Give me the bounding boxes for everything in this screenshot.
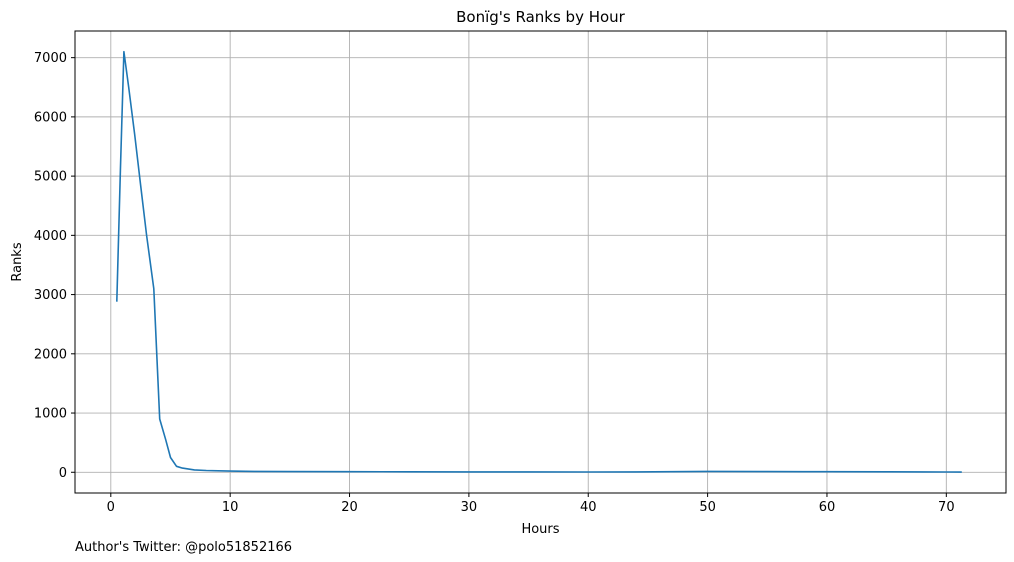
y-tick-label: 5000 (34, 170, 67, 185)
y-axis-ticks: 0 1000 2000 3000 4000 5000 6000 7000 (34, 51, 75, 481)
y-tick-label: 7000 (34, 51, 67, 66)
y-tick-label: 2000 (34, 347, 67, 362)
x-tick-label: 70 (938, 500, 955, 515)
chart-title: Bonïg's Ranks by Hour (456, 8, 626, 26)
x-tick-label: 50 (699, 500, 716, 515)
y-tick-label: 4000 (34, 229, 67, 244)
x-tick-label: 0 (107, 500, 115, 515)
y-tick-label: 0 (59, 466, 67, 481)
series-layer (116, 50, 962, 473)
y-tick-label: 6000 (34, 110, 67, 125)
y-tick-label: 3000 (34, 288, 67, 303)
x-tick-label: 40 (580, 500, 597, 515)
x-tick-label: 60 (819, 500, 836, 515)
plot-frame (74, 30, 1007, 494)
x-tick-label: 30 (461, 500, 478, 515)
author-footnote: Author's Twitter: @polo51852166 (75, 540, 292, 555)
series-line-0 (116, 50, 962, 473)
y-tick-label: 1000 (34, 407, 67, 422)
x-tick-label: 10 (222, 500, 239, 515)
x-axis-label: Hours (521, 522, 559, 537)
x-axis-ticks: 0 10 20 30 40 50 60 70 (107, 493, 955, 515)
x-tick-label: 20 (341, 500, 358, 515)
y-axis-label: Ranks (10, 242, 25, 281)
grid-lines (75, 31, 1006, 493)
